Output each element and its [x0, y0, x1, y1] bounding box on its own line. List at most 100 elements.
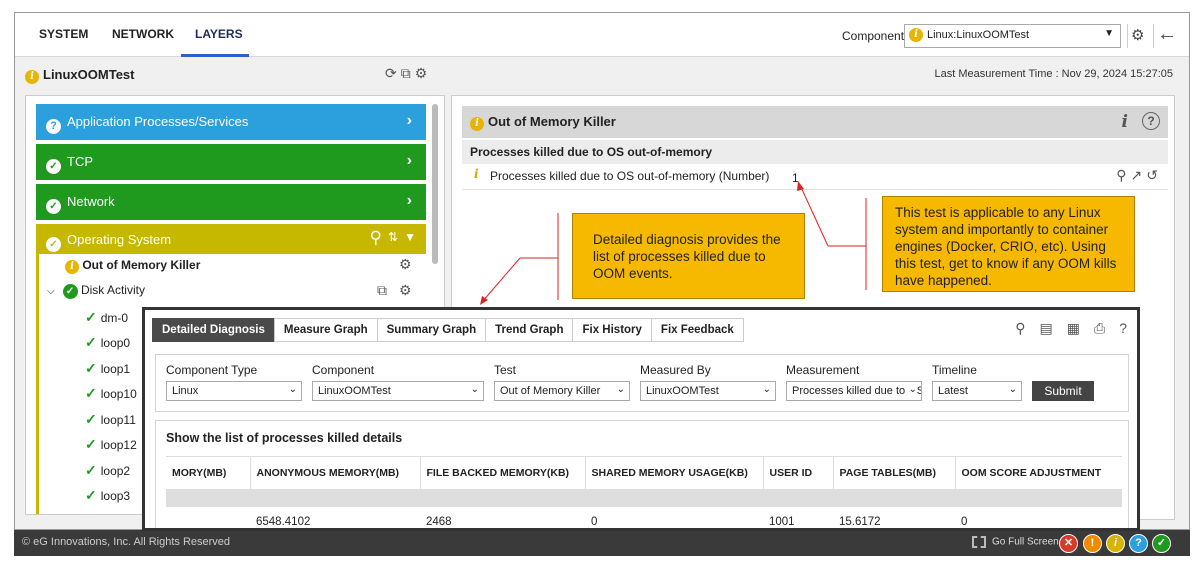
pdf-icon[interactable]: ▤ — [1039, 320, 1053, 336]
tree-item-disk[interactable]: ✓ loop12 — [85, 436, 137, 453]
history-icon[interactable]: ↺ — [1146, 167, 1162, 183]
tab-fix-feedback[interactable]: Fix Feedback — [650, 318, 744, 342]
tree-item-disk[interactable]: ✓ dm-0 — [85, 309, 128, 326]
column-header[interactable]: USER ID — [763, 456, 834, 489]
scrollbar[interactable] — [432, 104, 438, 264]
tab-measure-graph[interactable]: Measure Graph — [273, 318, 378, 342]
tab-network[interactable]: NETWORK — [112, 27, 174, 41]
measure-row[interactable]: i Processes killed due to OS out-of-memo… — [462, 164, 1168, 190]
check-icon: ✓ — [85, 309, 97, 325]
tree-item-disk-activity[interactable]: ⌵ ✓ Disk Activity — [47, 283, 145, 299]
question-icon: ? — [46, 119, 61, 134]
arrow-head — [797, 181, 804, 191]
chevron-down-icon: ⌄ — [614, 384, 625, 395]
copy-icon[interactable]: ⧉ — [377, 282, 387, 298]
collapse-icon[interactable]: ⇅ — [387, 230, 398, 244]
select-value: Out of Memory Killer — [500, 385, 601, 397]
copy-icon[interactable]: ⧉ — [400, 65, 411, 81]
column-header[interactable]: PAGE TABLES(MB) — [833, 456, 956, 489]
callout-diagnosis: Detailed diagnosis provides the list of … — [572, 213, 805, 299]
chevron-down-icon: ⌄ — [1006, 384, 1017, 395]
table-row: 6548.4102 2468 0 1001 15.6172 0 — [166, 507, 1122, 529]
refresh-icon[interactable]: ⟳ — [385, 65, 397, 81]
submit-button[interactable]: Submit — [1032, 381, 1094, 401]
back-arrow-icon[interactable]: ← — [1157, 23, 1177, 45]
help-icon[interactable]: ? — [1142, 112, 1160, 130]
tree-item-disk[interactable]: ✓ loop11 — [85, 411, 136, 428]
tree-item-disk[interactable]: ✓ loop10 — [85, 385, 137, 402]
graph-icon[interactable]: ↗ — [1130, 167, 1147, 183]
major-alarm-icon[interactable]: ! — [1083, 534, 1102, 553]
info-button-icon[interactable]: i — [1121, 112, 1128, 132]
minor-alarm-icon[interactable]: i — [1106, 534, 1125, 553]
settings-icon[interactable]: ⚙ — [414, 65, 428, 81]
component-select[interactable]: i Linux:LinuxOOMTest ▼ — [904, 24, 1121, 48]
test-select[interactable]: Out of Memory Killer ⌄ — [494, 381, 630, 401]
column-header[interactable]: SHARED MEMORY USAGE(KB) — [585, 456, 764, 489]
tree-item-disk[interactable]: ✓ loop1 — [85, 360, 130, 377]
layer-application-processes[interactable]: ? Application Processes/Services › — [36, 104, 426, 140]
detailed-diagnosis-window: Detailed Diagnosis Measure Graph Summary… — [142, 307, 1140, 531]
check-icon: ✓ — [85, 411, 97, 427]
measure-value: 1 — [792, 171, 799, 185]
component-type-select[interactable]: Linux ⌄ — [166, 381, 302, 401]
critical-alarm-icon[interactable]: ✕ — [1059, 534, 1078, 553]
full-screen-button[interactable]: Go Full Screen — [972, 536, 1059, 548]
tree-item-label: loop10 — [100, 387, 137, 401]
select-value: LinuxOOMTest — [646, 385, 719, 397]
active-tab-indicator — [181, 54, 249, 57]
layer-network[interactable]: ✓ Network › — [36, 184, 426, 220]
select-value: LinuxOOMTest — [318, 385, 391, 397]
chevron-down-icon: ⌄ — [286, 384, 297, 395]
tab-layers[interactable]: LAYERS — [195, 27, 243, 41]
tab-summary-graph[interactable]: Summary Graph — [376, 318, 487, 342]
timeline-select[interactable]: Latest ⌄ — [932, 381, 1022, 401]
test-label: Test — [494, 363, 517, 377]
measure-name: Processes killed due to OS out-of-memory… — [490, 169, 770, 183]
tree-item-disk[interactable]: ✓ loop3 — [85, 487, 130, 504]
tab-system[interactable]: SYSTEM — [39, 27, 89, 41]
tab-fix-history[interactable]: Fix History — [572, 318, 652, 342]
layer-tcp[interactable]: ✓ TCP › — [36, 144, 426, 180]
chevron-down-icon[interactable]: ▼ — [404, 230, 416, 244]
page-title: i LinuxOOMTest — [25, 67, 134, 84]
check-icon: ✓ — [46, 199, 61, 214]
search-icon[interactable]: ⚲ — [1015, 320, 1026, 336]
chevron-right-icon: › — [406, 152, 412, 169]
measurement-select[interactable]: Processes killed due to OS out-of-memory… — [786, 381, 922, 401]
tree-item-label: loop1 — [100, 362, 131, 376]
normal-state-icon[interactable]: ✓ — [1152, 534, 1171, 553]
detailed-diagnosis-icon[interactable]: ⚲ — [1116, 167, 1131, 183]
table-cell: 1001 — [769, 515, 795, 528]
tree-item-disk[interactable]: ✓ loop2 — [85, 462, 130, 479]
unknown-state-icon[interactable]: ? — [1129, 534, 1148, 553]
measured-by-label: Measured By — [640, 363, 711, 377]
excel-icon[interactable]: ▦ — [1066, 320, 1080, 336]
column-header[interactable]: FILE BACKED MEMORY(KB) — [420, 456, 586, 489]
search-icon[interactable]: ⚲ — [369, 228, 382, 247]
component-select[interactable]: LinuxOOMTest ⌄ — [312, 381, 484, 401]
settings-icon[interactable]: ⚙ — [399, 256, 412, 272]
arrow-line — [799, 184, 829, 247]
help-icon[interactable]: ? — [1119, 320, 1127, 336]
component-settings-icon[interactable]: ⚙ — [1131, 27, 1145, 44]
column-header[interactable]: ANONYMOUS MEMORY(MB) — [250, 456, 421, 489]
tab-trend-graph[interactable]: Trend Graph — [485, 318, 574, 342]
expand-icon[interactable]: ⌵ — [47, 286, 55, 297]
tree-item-disk[interactable]: ✓ loop0 — [85, 334, 130, 351]
settings-icon[interactable]: ⚙ — [399, 282, 412, 298]
chevron-right-icon: › — [406, 192, 412, 209]
print-icon[interactable]: ⎙ — [1094, 320, 1106, 336]
check-icon: ✓ — [85, 360, 97, 376]
chevron-right-icon: › — [406, 112, 412, 129]
column-header[interactable]: OOM SCORE ADJUSTMENT — [955, 456, 1122, 489]
layer-label: Application Processes/Services — [67, 114, 249, 129]
column-header[interactable]: MORY(MB) — [166, 456, 251, 489]
table-cell: 15.6172 — [839, 515, 881, 528]
table-cell: 0 — [961, 515, 968, 528]
layer-operating-system[interactable]: ✓ Operating System ⚲ ⇅ ▼ — [36, 224, 426, 254]
tab-detailed-diagnosis[interactable]: Detailed Diagnosis — [152, 318, 275, 342]
measured-by-select[interactable]: LinuxOOMTest ⌄ — [640, 381, 776, 401]
tree-item-oom-killer[interactable]: i Out of Memory Killer — [65, 258, 200, 274]
tree-item-label: loop11 — [100, 413, 136, 427]
